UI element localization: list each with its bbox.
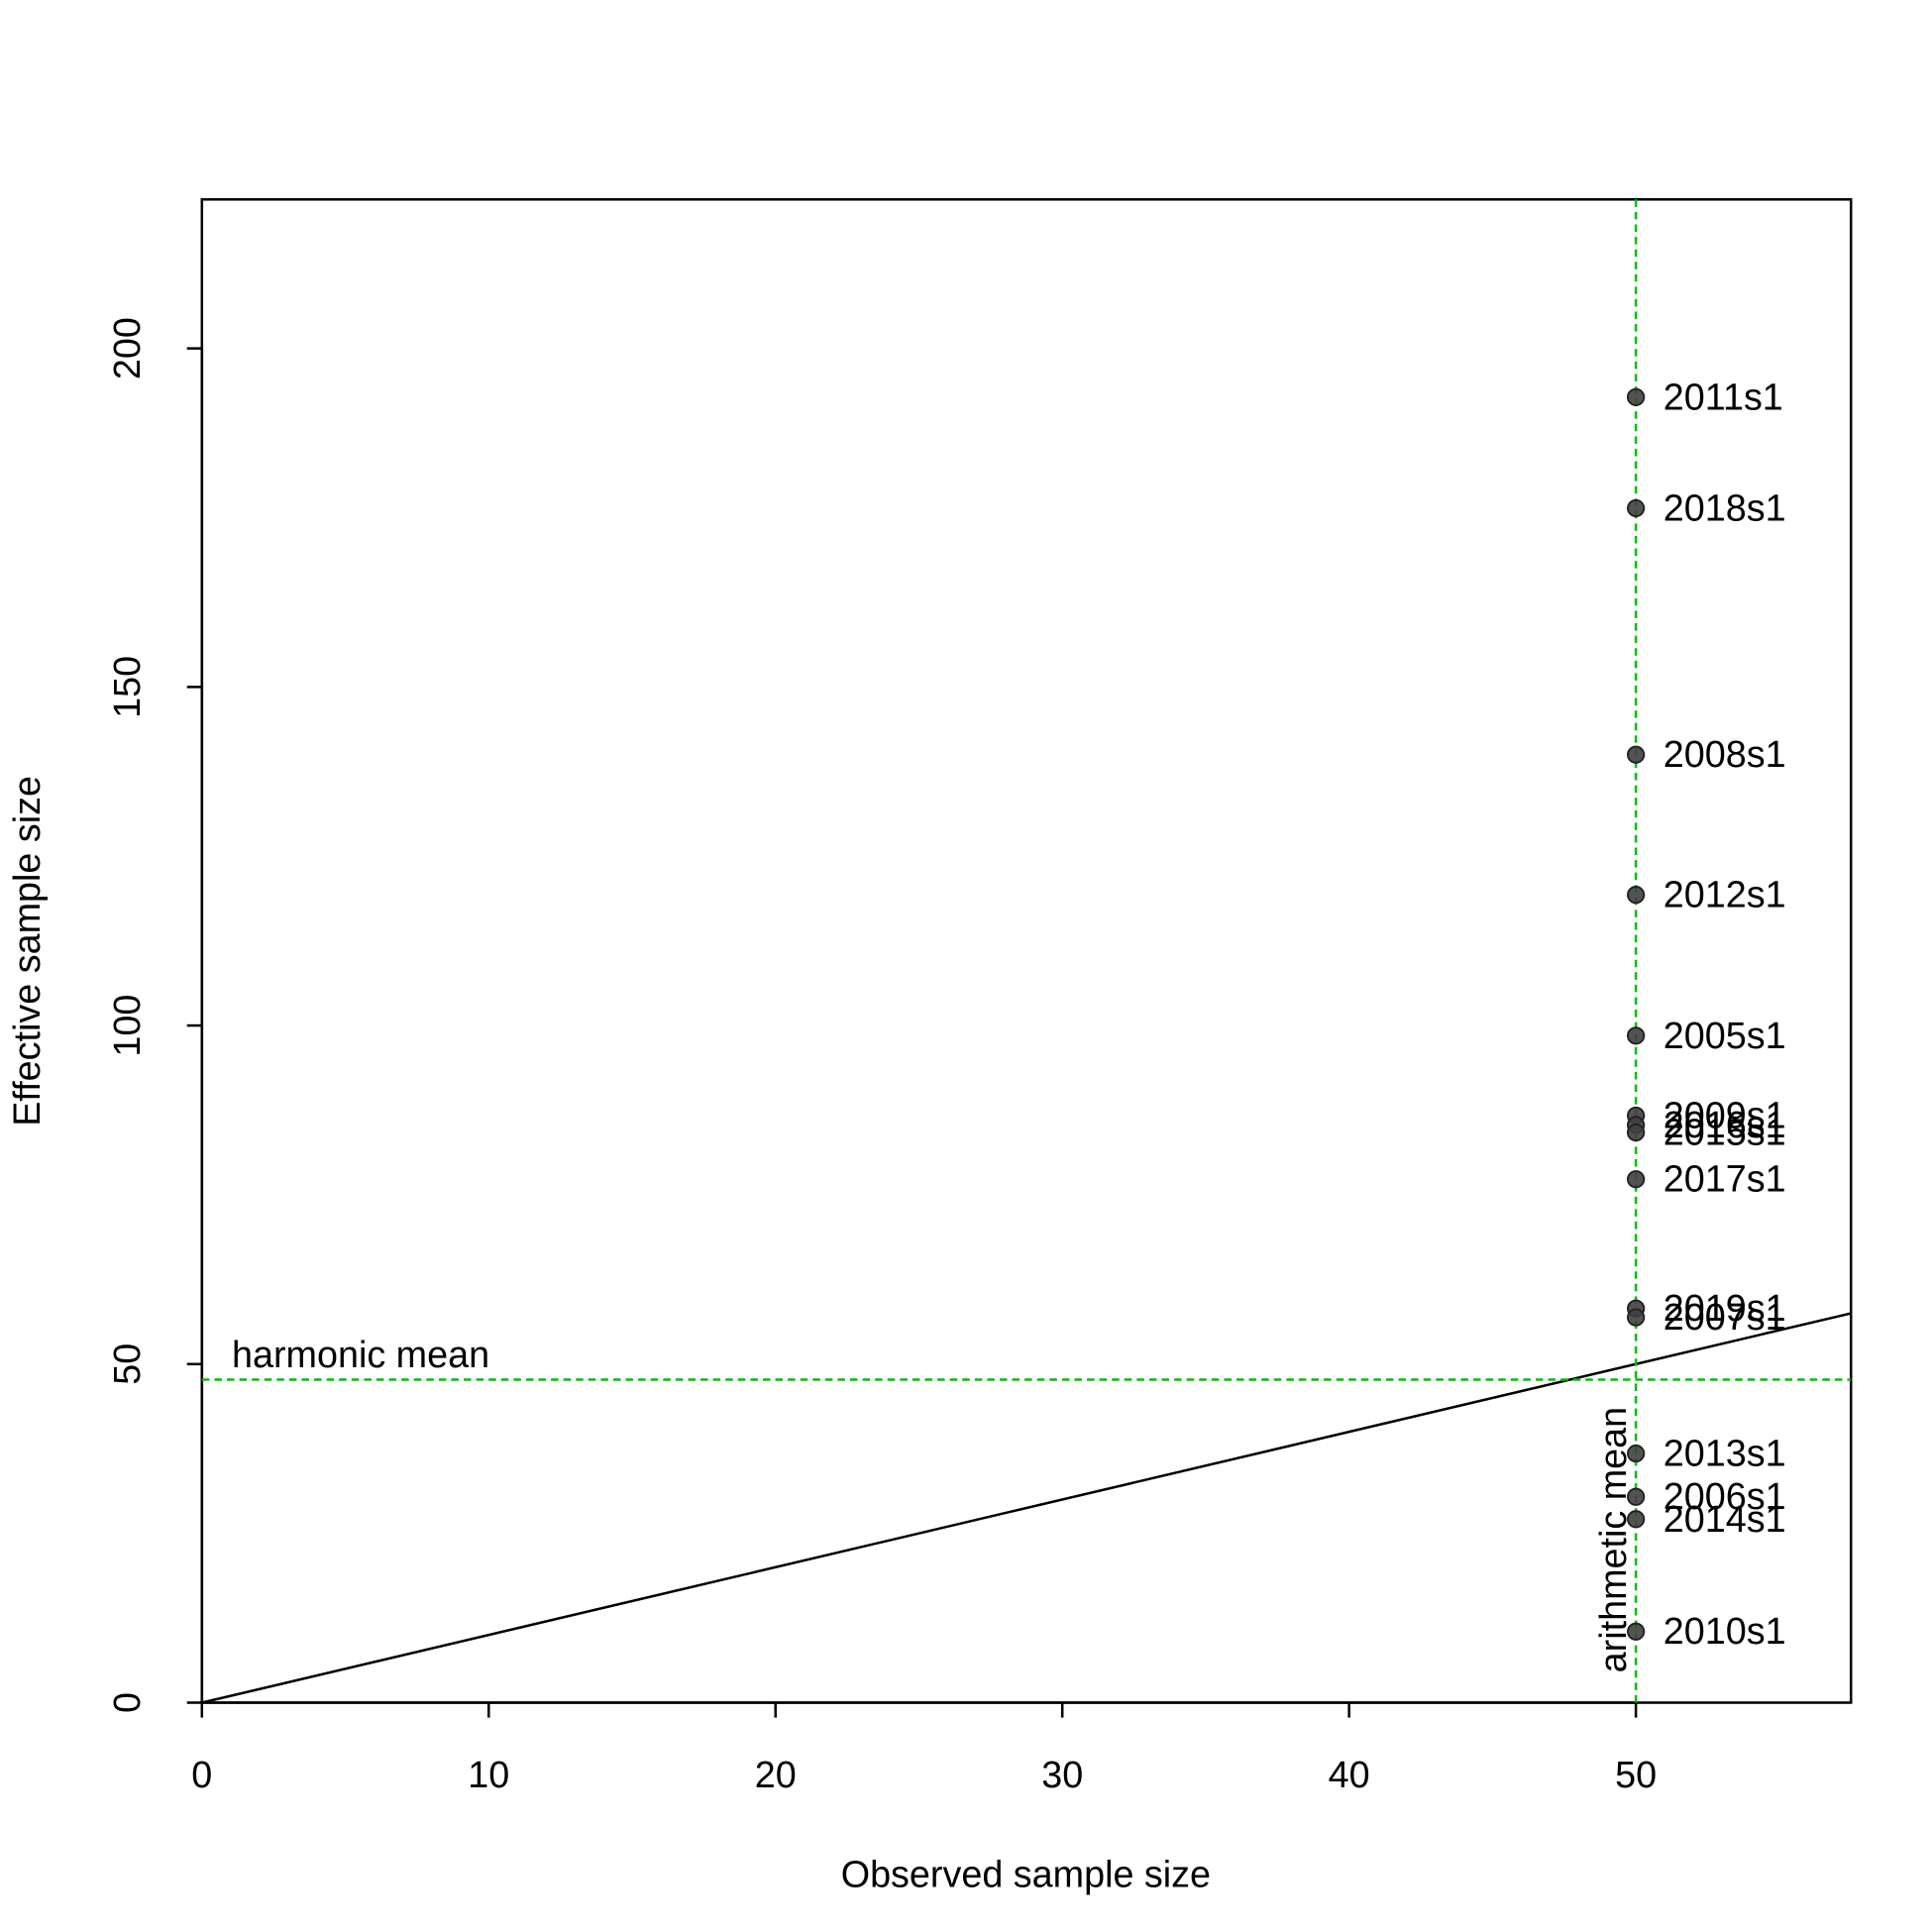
y-axis-label: Effective sample size bbox=[6, 776, 48, 1127]
point-label: 2014s1 bbox=[1664, 1498, 1786, 1540]
point bbox=[1627, 1308, 1646, 1327]
x-tick-label: 30 bbox=[1041, 1754, 1083, 1795]
point-label: 2017s1 bbox=[1664, 1158, 1786, 1200]
point bbox=[1627, 1510, 1646, 1529]
point-label: 2018s1 bbox=[1664, 486, 1786, 528]
point bbox=[1627, 387, 1646, 406]
x-axis-label: Observed sample size bbox=[841, 1854, 1211, 1895]
point-label: 2010s1 bbox=[1664, 1610, 1786, 1652]
x-tick-label: 10 bbox=[468, 1754, 509, 1795]
point bbox=[1627, 498, 1646, 518]
point bbox=[1627, 886, 1646, 905]
point bbox=[1627, 1170, 1646, 1189]
y-tick-label: 200 bbox=[106, 317, 148, 379]
point bbox=[1627, 1487, 1646, 1506]
one-to-one-line bbox=[201, 1312, 1852, 1704]
point-label: 2011s1 bbox=[1664, 376, 1783, 417]
y-tick-label: 150 bbox=[106, 656, 148, 718]
point bbox=[1627, 1622, 1646, 1641]
point-label: 2008s1 bbox=[1664, 733, 1786, 775]
point-label: 2015s1 bbox=[1664, 1112, 1786, 1153]
x-tick-label: 50 bbox=[1615, 1754, 1657, 1795]
point bbox=[1627, 1444, 1646, 1463]
y-tick-label: 100 bbox=[106, 995, 148, 1057]
point-label: 2009s1 bbox=[1664, 1094, 1786, 1135]
x-tick-label: 40 bbox=[1329, 1754, 1370, 1795]
x-tick-label: 20 bbox=[755, 1754, 797, 1795]
point-label: 2013s1 bbox=[1664, 1432, 1786, 1473]
point-label: 2019s1 bbox=[1664, 1287, 1786, 1329]
arithmetic-mean-label: arithmetic mean bbox=[1592, 1407, 1634, 1672]
harmonic-mean-label: harmonic mean bbox=[232, 1334, 489, 1375]
point bbox=[1627, 1123, 1646, 1142]
point bbox=[1627, 745, 1646, 764]
point-label: 2012s1 bbox=[1664, 874, 1786, 915]
point-label: 2007s1 bbox=[1664, 1296, 1786, 1338]
point-label: 2016s1 bbox=[1664, 1104, 1786, 1145]
point-label: 2005s1 bbox=[1664, 1015, 1786, 1056]
point bbox=[1627, 1026, 1646, 1045]
point-label: 2006s1 bbox=[1664, 1475, 1786, 1517]
y-tick-label: 0 bbox=[106, 1692, 148, 1713]
x-tick-label: 0 bbox=[191, 1754, 212, 1795]
y-tick-label: 50 bbox=[106, 1343, 148, 1385]
